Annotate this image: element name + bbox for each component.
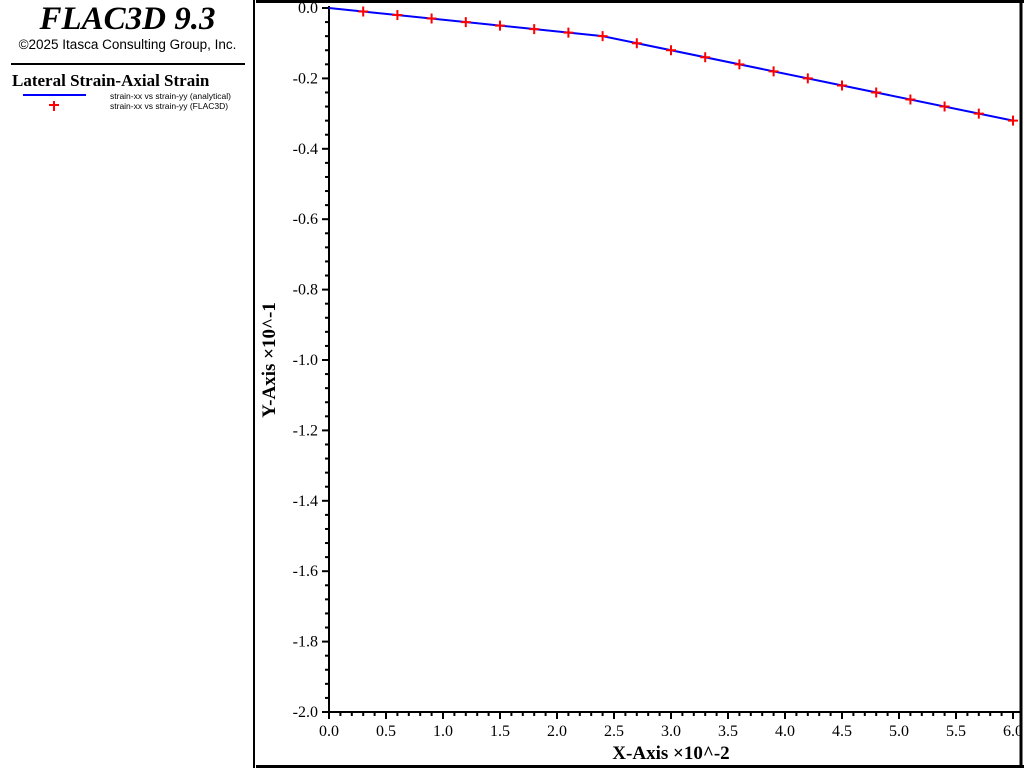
flac3d-data-point (734, 59, 745, 70)
y-tick-label: -1.4 (293, 493, 318, 510)
y-tick-label: -2.0 (293, 704, 318, 721)
y-tick-label: -1.0 (293, 352, 318, 369)
y-tick-label: -0.2 (293, 70, 318, 87)
x-tick-label: 1.0 (433, 723, 453, 740)
flac3d-data-point (973, 108, 984, 119)
flac3d-data-point (563, 27, 574, 38)
y-tick-label: -1.6 (293, 563, 318, 580)
y-tick-label: -0.6 (293, 211, 318, 228)
x-tick-label: 0.0 (319, 723, 339, 740)
x-axis-label: X-Axis ×10^-2 (612, 743, 729, 764)
x-tick-label: 6.0 (1003, 723, 1023, 740)
flac3d-data-point (426, 13, 437, 24)
legend-label: strain-xx vs strain-yy (analytical) (110, 91, 231, 101)
flac3d-data-point (631, 38, 642, 49)
copyright: ©2025 Itasca Consulting Group, Inc. (18, 37, 237, 52)
flac3d-data-point (871, 87, 882, 98)
y-tick-label: 0.0 (298, 0, 318, 17)
flac3d-data-point (529, 24, 540, 35)
plus-marker-icon (49, 101, 59, 111)
legend-label: strain-xx vs strain-yy (FLAC3D) (110, 101, 229, 111)
flac3d-data-point (495, 20, 505, 31)
x-tick-label: 4.5 (832, 723, 852, 740)
flac3d-data-point (358, 6, 369, 17)
x-tick-label: 3.5 (718, 723, 738, 740)
y-tick-label: -0.8 (293, 282, 318, 299)
x-tick-label: 5.0 (889, 723, 909, 740)
divider (11, 63, 245, 65)
app-title: FLAC3D 9.3 (39, 1, 216, 37)
flac3d-data-point (837, 80, 847, 91)
x-tick-label: 0.5 (376, 723, 396, 740)
flac3d-data-point (460, 17, 471, 28)
flac3d-data-point (939, 101, 950, 112)
x-tick-label: 2.0 (547, 723, 567, 740)
x-tick-label: 3.0 (661, 723, 681, 740)
y-tick-label: -1.2 (293, 422, 318, 439)
x-tick-label: 4.0 (775, 723, 795, 740)
legend-title: Lateral Strain-Axial Strain (12, 71, 210, 90)
x-tick-label: 2.5 (604, 723, 624, 740)
y-tick-label: -0.4 (293, 141, 318, 158)
flac3d-data-point (905, 94, 916, 105)
legend-line-swatch (23, 94, 86, 96)
x-tick-label: 5.5 (946, 723, 966, 740)
y-axis-label: Y-Axis ×10^-1 (259, 302, 280, 418)
x-tick-label: 1.5 (490, 723, 510, 740)
legend-panel: FLAC3D 9.3 ©2025 Itasca Consulting Group… (0, 0, 255, 768)
y-tick-label: -1.8 (293, 634, 318, 651)
flac3d-data-point (392, 10, 403, 21)
flac3d-data-point (1008, 115, 1018, 126)
flac3d-data-point (597, 31, 608, 42)
flac3d-data-point (768, 66, 779, 77)
flac3d-data-point (802, 73, 813, 84)
flac3d-data-point (700, 52, 711, 63)
flac3d-data-point (666, 45, 676, 56)
